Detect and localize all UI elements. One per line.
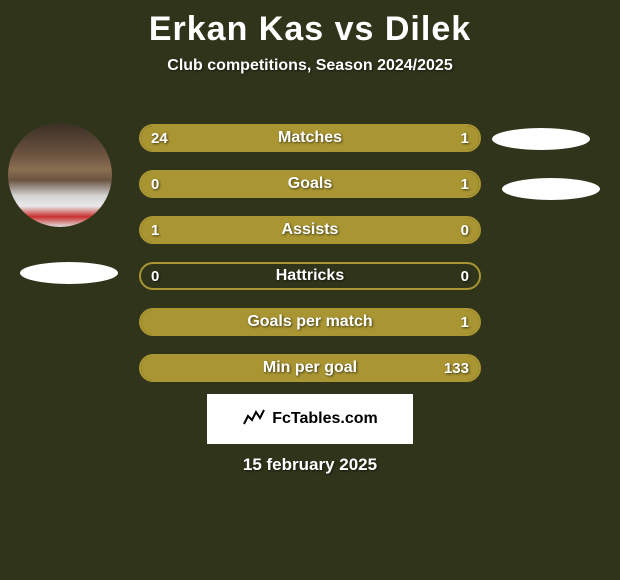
watermark: FcTables.com: [207, 394, 413, 444]
date-label: 15 february 2025: [0, 455, 620, 475]
stat-value-right: 1: [451, 172, 479, 196]
stat-value-right: 0: [451, 264, 479, 288]
stat-label: Goals per match: [141, 310, 479, 334]
stat-value-right: 0: [451, 218, 479, 242]
stat-value-right: 133: [434, 356, 479, 380]
stat-row-mpg: Min per goal 133: [139, 354, 481, 382]
page-title: Erkan Kas vs Dilek: [0, 10, 620, 49]
header: Erkan Kas vs Dilek Club competitions, Se…: [0, 0, 620, 75]
player-avatar-left: [8, 123, 112, 227]
stat-label: Matches: [141, 126, 479, 150]
decorative-ellipse-right-2: [502, 178, 600, 200]
stat-label: Assists: [141, 218, 479, 242]
stat-value-right: 1: [451, 126, 479, 150]
decorative-ellipse-right-1: [492, 128, 590, 150]
watermark-text: FcTables.com: [272, 410, 378, 428]
stat-row-hattricks: 0 Hattricks 0: [139, 262, 481, 290]
page-subtitle: Club competitions, Season 2024/2025: [0, 57, 620, 75]
stat-row-assists: 1 Assists 0: [139, 216, 481, 244]
stat-label: Goals: [141, 172, 479, 196]
avatar-image-placeholder: [8, 123, 112, 227]
stat-row-gpm: Goals per match 1: [139, 308, 481, 336]
watermark-icon: [242, 408, 266, 431]
stats-container: 24 Matches 1 0 Goals 1 1 Assists 0 0 Hat…: [139, 124, 481, 400]
stat-label: Min per goal: [141, 356, 479, 380]
stat-label: Hattricks: [141, 264, 479, 288]
decorative-ellipse-left: [20, 262, 118, 284]
stat-row-goals: 0 Goals 1: [139, 170, 481, 198]
stat-value-right: 1: [451, 310, 479, 334]
stat-row-matches: 24 Matches 1: [139, 124, 481, 152]
